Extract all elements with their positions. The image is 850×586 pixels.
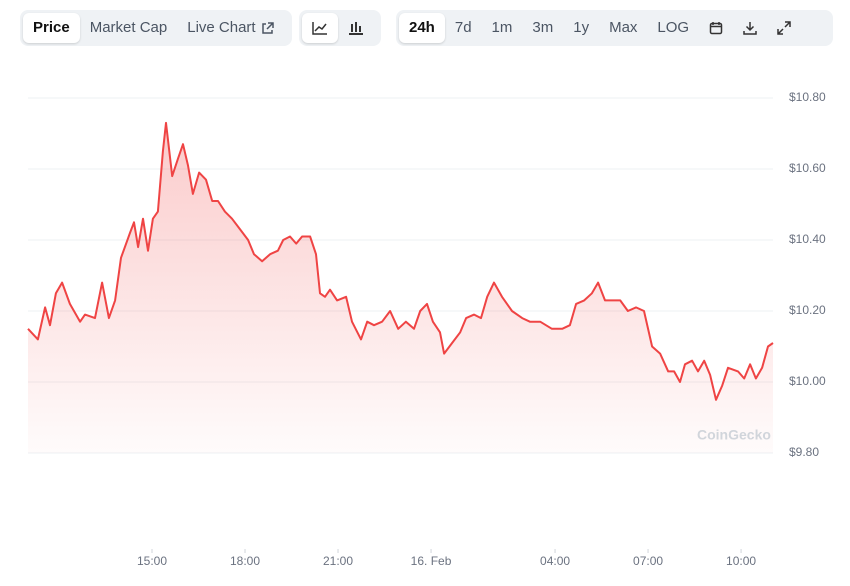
y-tick-label: $9.80 bbox=[789, 445, 819, 459]
range-tabs: 24h 7d 1m 3m 1y Max LOG bbox=[396, 10, 833, 46]
tab[interactable]: Live Chart bbox=[177, 13, 283, 43]
log-toggle[interactable]: LOG bbox=[657, 19, 690, 36]
line-icon[interactable] bbox=[302, 13, 338, 43]
y-tick-label: $10.40 bbox=[789, 232, 826, 246]
range[interactable]: 24h bbox=[399, 13, 445, 43]
candle-icon[interactable] bbox=[338, 13, 374, 43]
external-icon bbox=[261, 21, 274, 34]
range[interactable]: 3m bbox=[532, 19, 554, 36]
x-tick-label: 04:00 bbox=[540, 554, 570, 568]
range[interactable]: 7d bbox=[454, 19, 472, 36]
calendar-icon[interactable] bbox=[699, 13, 733, 43]
range[interactable]: 1y bbox=[573, 19, 590, 36]
chart-type bbox=[299, 10, 381, 46]
expand-icon[interactable] bbox=[767, 13, 801, 43]
area-fill bbox=[28, 122, 773, 454]
watermark: CoinGecko bbox=[697, 427, 771, 443]
range[interactable]: 1m bbox=[491, 19, 513, 36]
x-tick-label: 21:00 bbox=[323, 554, 353, 568]
x-tick-label: 10:00 bbox=[726, 554, 756, 568]
price-line bbox=[27, 121, 774, 401]
range[interactable]: Max bbox=[609, 19, 638, 36]
y-tick-label: $10.00 bbox=[789, 374, 826, 388]
x-tick-label: 18:00 bbox=[230, 554, 260, 568]
y-tick-label: $10.60 bbox=[789, 161, 826, 175]
view-tabs: Price Market Cap Live Chart bbox=[20, 10, 292, 46]
x-tick-label: 16. Feb bbox=[411, 554, 452, 568]
tab-label: Live Chart bbox=[187, 19, 256, 36]
download-icon[interactable] bbox=[733, 13, 767, 43]
tab[interactable]: Price bbox=[23, 13, 80, 43]
x-tick-label: 15:00 bbox=[137, 554, 167, 568]
y-tick-label: $10.20 bbox=[789, 303, 826, 317]
y-tick-label: $10.80 bbox=[789, 90, 826, 104]
tab[interactable]: Market Cap bbox=[89, 19, 168, 36]
x-tick-label: 07:00 bbox=[633, 554, 663, 568]
